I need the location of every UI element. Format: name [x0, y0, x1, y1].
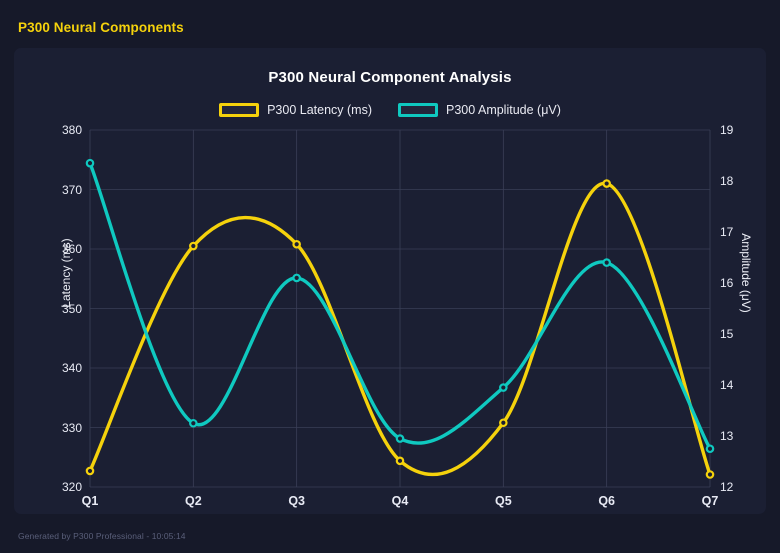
- right-axis-tick: 15: [720, 327, 734, 341]
- right-axis-ticks: 12 13 14 15 16 17 18 19: [720, 123, 760, 494]
- right-axis-tick: 13: [720, 429, 734, 443]
- right-axis-tick: 17: [720, 225, 734, 239]
- data-point-marker[interactable]: [499, 383, 508, 392]
- x-axis-tick: Q1: [81, 494, 99, 508]
- right-axis-tick: 12: [720, 480, 734, 494]
- page-title: P300 Neural Components: [18, 20, 184, 35]
- data-point-marker[interactable]: [705, 470, 715, 479]
- x-axis-tick: Q4: [391, 494, 409, 508]
- right-axis-tick: 16: [720, 276, 734, 290]
- data-point-marker[interactable]: [189, 241, 198, 251]
- x-axis-tick: Q2: [184, 494, 202, 508]
- series-amplitude: [85, 158, 715, 454]
- chart-legend: P300 Latency (ms) P300 Amplitude (μV): [14, 103, 766, 117]
- plot-svg: [85, 129, 715, 488]
- left-axis-tick: 350: [61, 301, 82, 316]
- left-axis-tick: 380: [61, 123, 82, 137]
- gridlines: [89, 129, 711, 488]
- data-point-marker[interactable]: [395, 434, 405, 443]
- left-axis-tick: 330: [61, 420, 82, 435]
- left-axis-tick: 340: [61, 361, 82, 375]
- legend-item[interactable]: P300 Amplitude (μV): [398, 103, 561, 117]
- data-point-marker[interactable]: [85, 158, 95, 168]
- data-point-marker[interactable]: [189, 418, 198, 428]
- legend-item[interactable]: P300 Latency (ms): [219, 103, 372, 117]
- x-axis-tick: Q5: [494, 494, 512, 508]
- left-axis-tick: 370: [61, 182, 82, 197]
- left-axis-tick: 360: [61, 242, 82, 256]
- data-point-marker[interactable]: [705, 444, 715, 454]
- data-point-marker[interactable]: [395, 456, 405, 466]
- x-axis-tick: Q7: [701, 494, 719, 508]
- left-axis-ticks: 320 330 340 350 360 370 380: [42, 123, 82, 494]
- data-point-marker[interactable]: [292, 273, 301, 283]
- data-point-marker[interactable]: [602, 258, 611, 267]
- latency-swatch: [219, 103, 260, 117]
- data-point-marker[interactable]: [85, 466, 95, 476]
- footer-note: Generated by P300 Professional - 10:05:1…: [18, 531, 186, 541]
- legend-label: P300 Latency (ms): [267, 103, 372, 117]
- data-point-marker[interactable]: [292, 239, 301, 249]
- chart-card: P300 Neural Component Analysis P300 Late…: [14, 48, 766, 514]
- plot-area: [85, 129, 715, 488]
- right-axis-tick: 14: [720, 378, 734, 392]
- amplitude-swatch: [398, 103, 438, 117]
- right-axis-tick: 19: [720, 123, 734, 137]
- x-axis-tick: Q3: [288, 494, 305, 508]
- data-point-marker[interactable]: [602, 179, 611, 188]
- data-point-marker[interactable]: [499, 418, 508, 428]
- right-axis-tick: 18: [720, 174, 734, 188]
- chart-title: P300 Neural Component Analysis: [268, 69, 512, 86]
- x-axis-tick: Q6: [598, 494, 615, 508]
- x-axis-ticks: Q1 Q2 Q3 Q4 Q5 Q6 Q7: [82, 494, 719, 514]
- series-latency: [85, 179, 715, 479]
- legend-label: P300 Amplitude (μV): [446, 103, 561, 117]
- left-axis-tick: 320: [61, 480, 82, 494]
